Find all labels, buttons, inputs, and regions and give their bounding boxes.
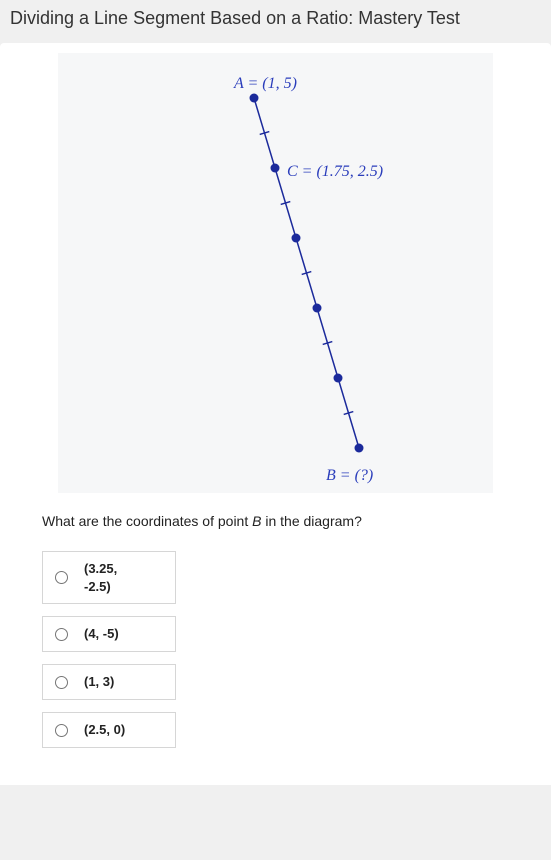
line-segment-diagram: A = (1, 5) C = (1.75, 2.5) B = (?) xyxy=(58,53,493,493)
question-prefix: What are the coordinates of point xyxy=(42,513,252,529)
page: Dividing a Line Segment Based on a Ratio… xyxy=(0,0,551,785)
answer-option-1[interactable]: (4, -5) xyxy=(42,616,176,652)
answer-option-2[interactable]: (1, 3) xyxy=(42,664,176,700)
answer-text-3: (2.5, 0) xyxy=(84,721,125,739)
answer-text-2: (1, 3) xyxy=(84,673,114,691)
point-label-C: C = (1.75, 2.5) xyxy=(287,163,383,181)
page-title: Dividing a Line Segment Based on a Ratio… xyxy=(0,0,551,43)
content-card: A = (1, 5) C = (1.75, 2.5) B = (?) What ar… xyxy=(0,43,551,785)
diagram-container: A = (1, 5) C = (1.75, 2.5) B = (?) xyxy=(58,53,493,493)
answer-radio-2[interactable] xyxy=(55,676,68,689)
point-label-A: A = (1, 5) xyxy=(234,75,297,93)
question-suffix: in the diagram? xyxy=(261,513,361,529)
answer-text-0: (3.25, -2.5) xyxy=(84,560,117,595)
answer-radio-1[interactable] xyxy=(55,628,68,641)
point-label-B: B = (?) xyxy=(326,467,373,485)
answer-text-1: (4, -5) xyxy=(84,625,119,643)
question-text: What are the coordinates of point B in t… xyxy=(42,513,551,529)
answer-option-3[interactable]: (2.5, 0) xyxy=(42,712,176,748)
options-list: (3.25, -2.5) (4, -5) (1, 3) (2.5, 0) xyxy=(42,551,551,748)
answer-option-0[interactable]: (3.25, -2.5) xyxy=(42,551,176,604)
answer-radio-3[interactable] xyxy=(55,724,68,737)
answer-radio-0[interactable] xyxy=(55,571,68,584)
